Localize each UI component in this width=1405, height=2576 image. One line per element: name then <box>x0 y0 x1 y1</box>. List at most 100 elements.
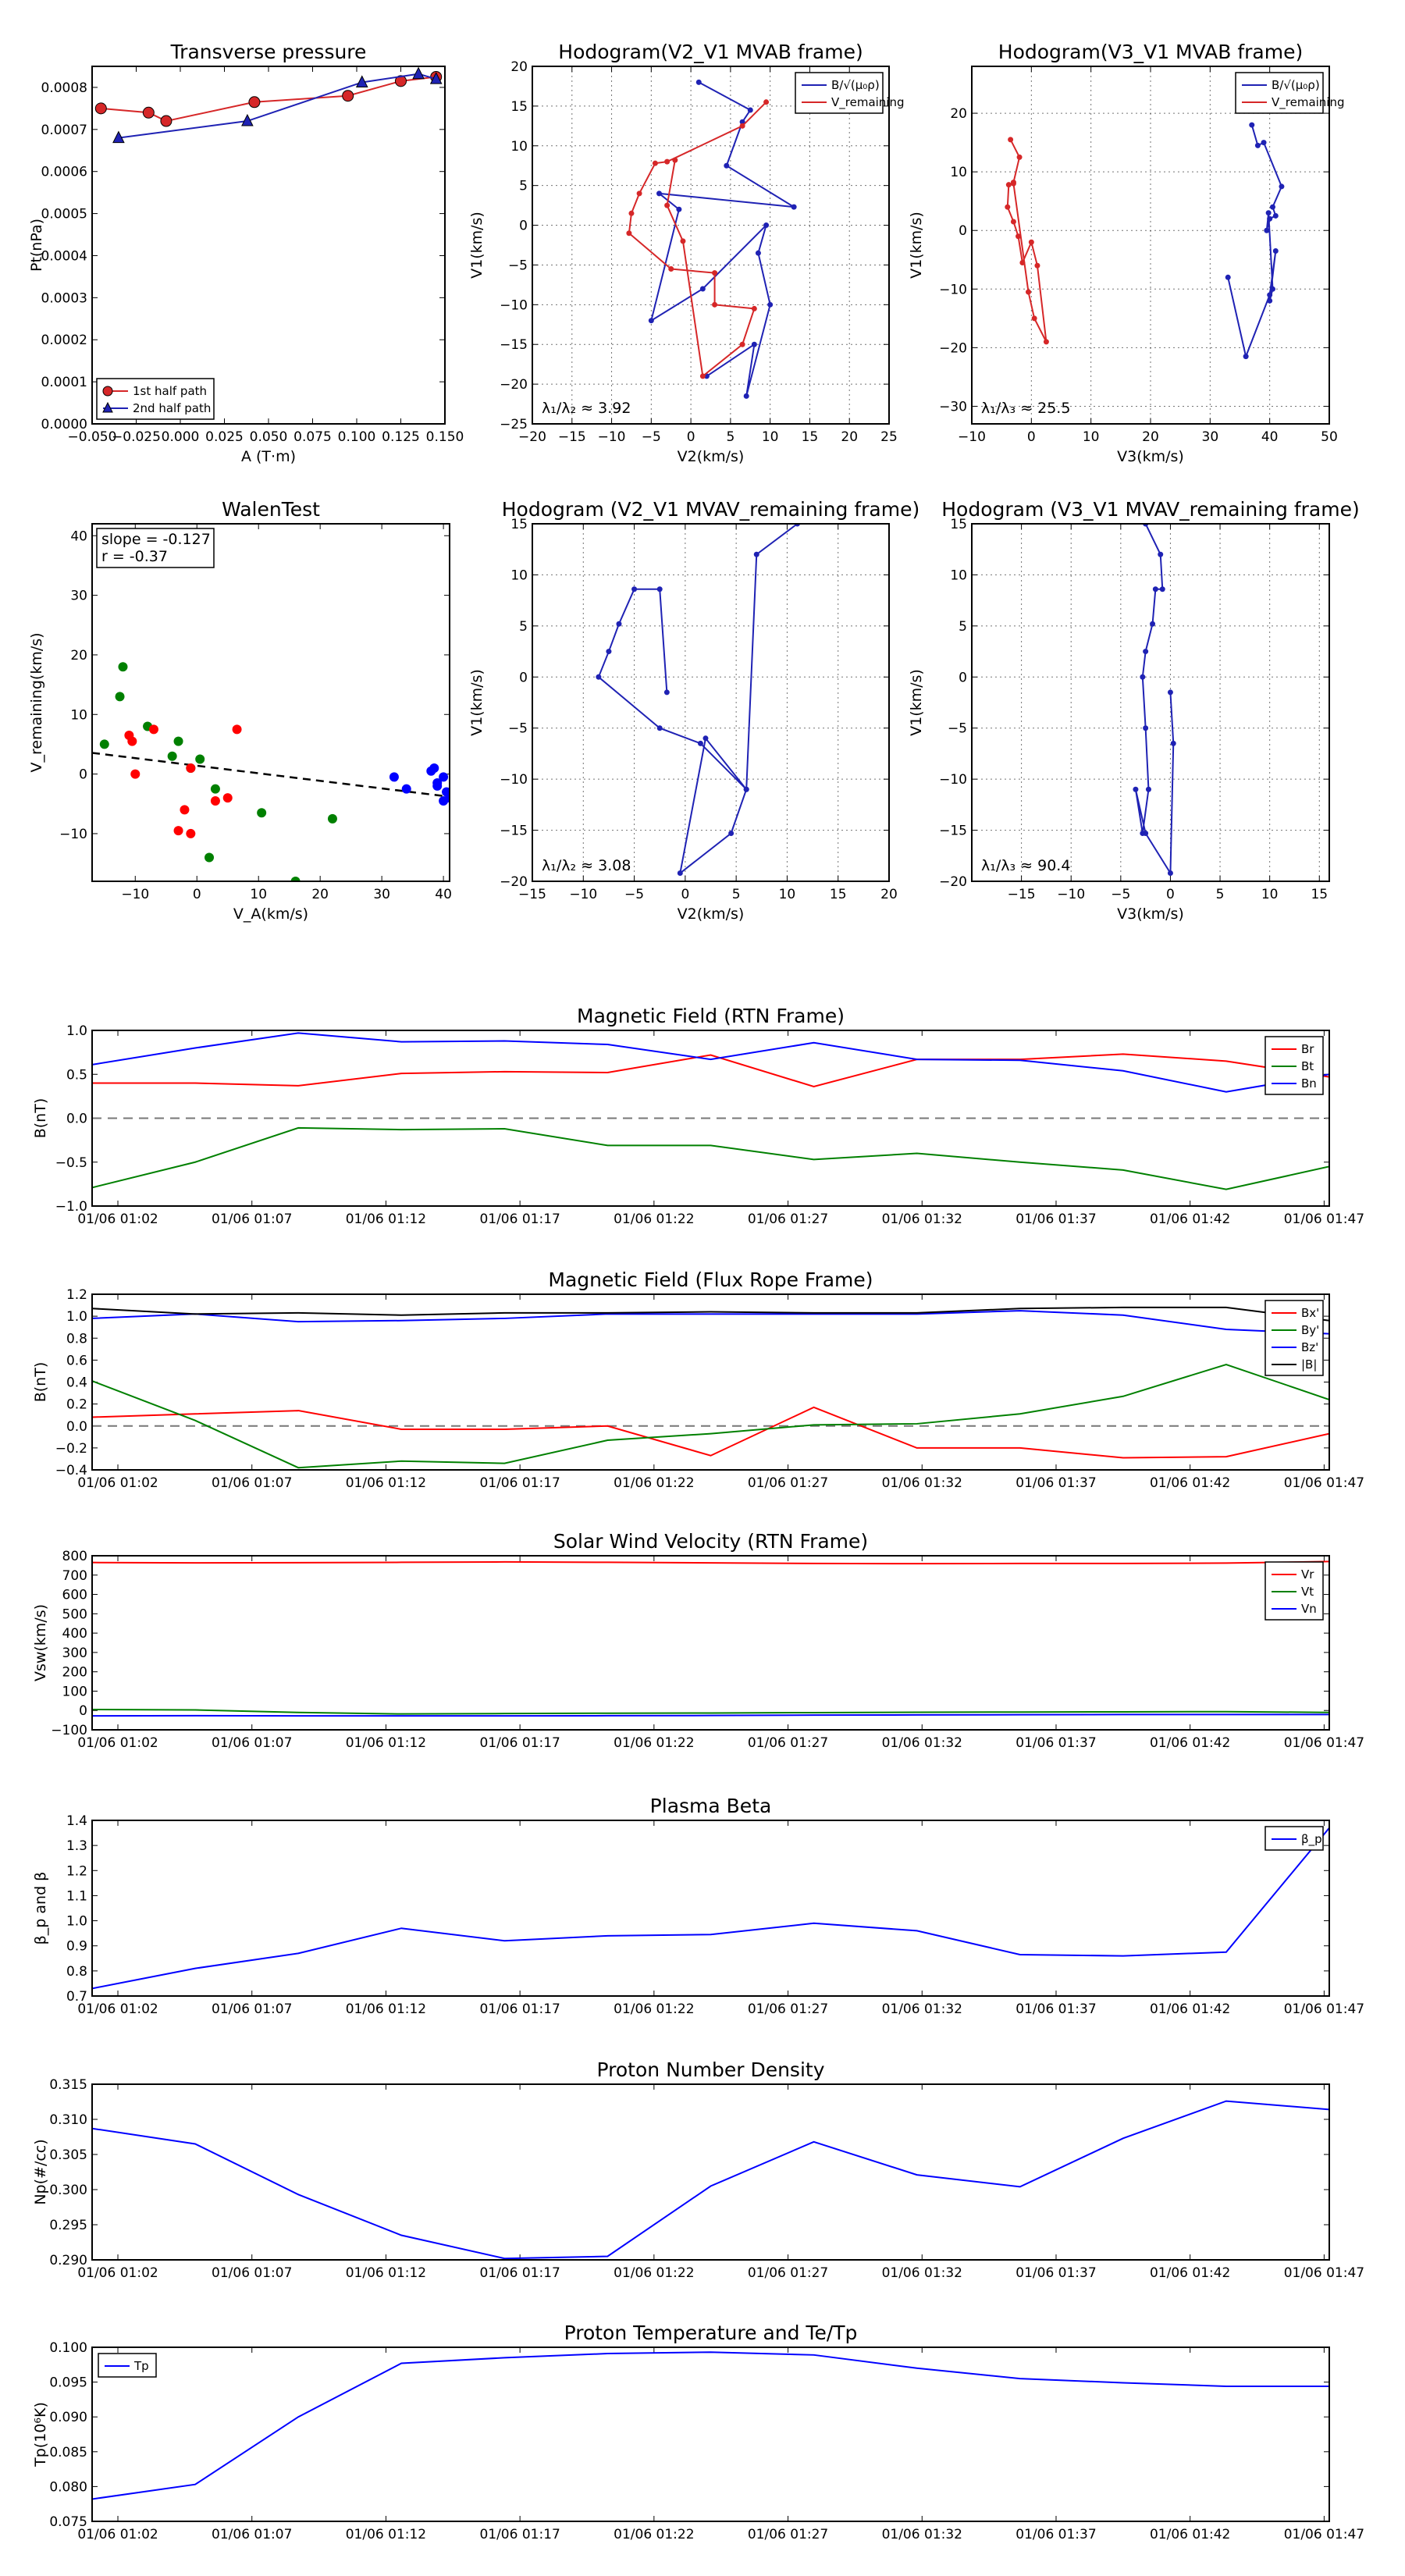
y-tick-label: 0.295 <box>49 2218 87 2233</box>
axes-frame <box>91 2347 1330 2522</box>
x-tick-label: 0.000 <box>162 429 200 445</box>
y-axis-label: Vsw(km/s) <box>32 1604 49 1681</box>
series-line-By' <box>92 1363 1329 1469</box>
data-point <box>1269 204 1275 210</box>
data-point <box>656 190 662 197</box>
plot-area <box>92 2100 1329 2260</box>
y-tick-label: 0.100 <box>49 2340 87 2356</box>
y-tick-label: −10 <box>939 282 967 297</box>
y-tick-label: −10 <box>59 827 87 842</box>
data-point <box>1005 182 1012 188</box>
x-tick-label: 01/06 01:47 <box>1284 1735 1364 1751</box>
y-tick-label: 20 <box>70 648 87 664</box>
series-line-B/√(μ₀ρ) <box>649 81 795 397</box>
data-point <box>724 162 730 169</box>
legend-label: β_p <box>1301 1832 1322 1847</box>
scatter-point <box>148 724 158 735</box>
y-tick-label: 0.8 <box>66 1331 87 1347</box>
y-tick-label: 0.315 <box>49 2077 87 2093</box>
y-tick-label: 0.0003 <box>41 290 87 306</box>
data-point <box>677 870 683 877</box>
y-tick-label: 0.095 <box>49 2375 87 2391</box>
y-tick-label: 5 <box>519 179 528 194</box>
y-tick-label: −0.5 <box>55 1155 87 1171</box>
legend: Vr Vt Vn <box>1264 1561 1324 1621</box>
x-tick-label: 01/06 01:42 <box>1150 2265 1230 2281</box>
plot-area <box>92 1827 1329 1990</box>
y-tick-label: 5 <box>519 619 528 635</box>
y-tick-label: −0.4 <box>55 1463 87 1478</box>
legend-label: Vt <box>1301 1585 1314 1599</box>
scatter-point <box>173 736 183 746</box>
scatter-point <box>195 754 205 764</box>
y-tick-label: 0.300 <box>49 2183 87 2198</box>
data-point <box>1140 674 1146 680</box>
x-tick-label: 20 <box>880 887 898 902</box>
y-axis-label: B(nT) <box>32 1362 49 1403</box>
x-tick-label: 01/06 01:07 <box>212 2527 292 2542</box>
scatter-point <box>127 736 137 746</box>
scatter-point <box>439 772 449 782</box>
y-axis-label: Pt(nPa) <box>28 219 45 272</box>
x-tick-label: 01/06 01:42 <box>1150 2527 1230 2542</box>
x-tick-label: 01/06 01:32 <box>882 1475 962 1491</box>
data-point <box>1016 154 1023 160</box>
legend-label: B/√(μ₀ρ) <box>1272 78 1320 92</box>
data-point <box>668 266 674 272</box>
data-point <box>751 305 757 311</box>
data-point <box>1150 621 1156 627</box>
series-line-V <box>1134 524 1175 876</box>
x-tick-label: 01/06 01:42 <box>1150 2001 1230 2017</box>
scatter-point <box>439 795 449 806</box>
chart-title: Hodogram (V2_V1 MVAV_remaining frame) <box>502 498 920 521</box>
scatter-point <box>232 724 242 735</box>
y-axis-label: B(nT) <box>32 1098 49 1139</box>
y-tick-label: 0.075 <box>49 2514 87 2530</box>
x-tick-label: −0.050 <box>68 429 117 445</box>
data-point <box>1272 212 1279 219</box>
chart-title: Plasma Beta <box>650 1795 772 1817</box>
chart-magnetic_field_rtn: Magnetic Field (RTN Frame) 01/06 01:02 01/… <box>32 1005 1364 1227</box>
data-point <box>160 115 173 127</box>
x-tick-label: 01/06 01:32 <box>882 2527 962 2542</box>
chart-hodogram_v3v1_mvav: Hodogram (V3_V1 MVAV_remaining frame) −15… <box>908 498 1360 923</box>
legend: Bx' By' Bz' |B| <box>1264 1300 1324 1376</box>
y-tick-label: −30 <box>939 399 967 415</box>
y-tick-label: 800 <box>62 1549 87 1564</box>
y-tick-label: 10 <box>950 165 967 180</box>
plot-area <box>1005 122 1285 360</box>
y-tick-label: −20 <box>500 874 528 890</box>
x-tick-label: 10 <box>1261 887 1279 902</box>
legend-label: Bx' <box>1301 1306 1319 1320</box>
data-point <box>342 90 354 102</box>
chart-hodogram_v3v1_mvab: Hodogram(V3_V1 MVAB frame) −10 0 10 20 30 40 50… <box>908 41 1345 465</box>
y-tick-label: 0 <box>79 767 87 783</box>
y-tick-label: 15 <box>950 517 967 532</box>
legend: Br Bt Bn <box>1264 1036 1324 1095</box>
y-axis-label: Tp(10⁶K) <box>32 2402 49 2467</box>
x-tick-label: −5 <box>1111 887 1130 902</box>
data-point <box>739 341 745 347</box>
data-point <box>743 786 749 792</box>
x-tick-label: 5 <box>726 429 735 445</box>
series-line-Vr <box>92 1560 1329 1565</box>
y-tick-label: 0.090 <box>49 2410 87 2425</box>
y-tick-label: 1.2 <box>66 1287 87 1303</box>
y-tick-label: 100 <box>62 1684 87 1699</box>
x-tick-label: 01/06 01:27 <box>748 2265 828 2281</box>
y-tick-label: 0.080 <box>49 2479 87 2495</box>
x-tick-label: 01/06 01:27 <box>748 1475 828 1491</box>
legend-label: 2nd half path <box>133 401 211 415</box>
lambda-ratio-annotation: λ₁/λ₂ ≈ 3.08 <box>542 857 631 874</box>
data-point <box>664 158 670 165</box>
chart-magnetic_field_flux_rope: Magnetic Field (Flux Rope Frame) 01/06 01… <box>32 1268 1364 1491</box>
x-tick-label: 01/06 01:22 <box>614 2001 694 2017</box>
x-tick-label: 01/06 01:37 <box>1016 2527 1096 2542</box>
scatter-point <box>180 805 190 815</box>
data-point <box>1143 830 1149 836</box>
data-point <box>94 102 107 115</box>
x-tick-label: −5 <box>624 887 644 902</box>
axes-frame <box>91 1293 1330 1471</box>
axes-frame <box>91 1820 1330 1997</box>
x-tick-label: 01/06 01:37 <box>1016 1475 1096 1491</box>
